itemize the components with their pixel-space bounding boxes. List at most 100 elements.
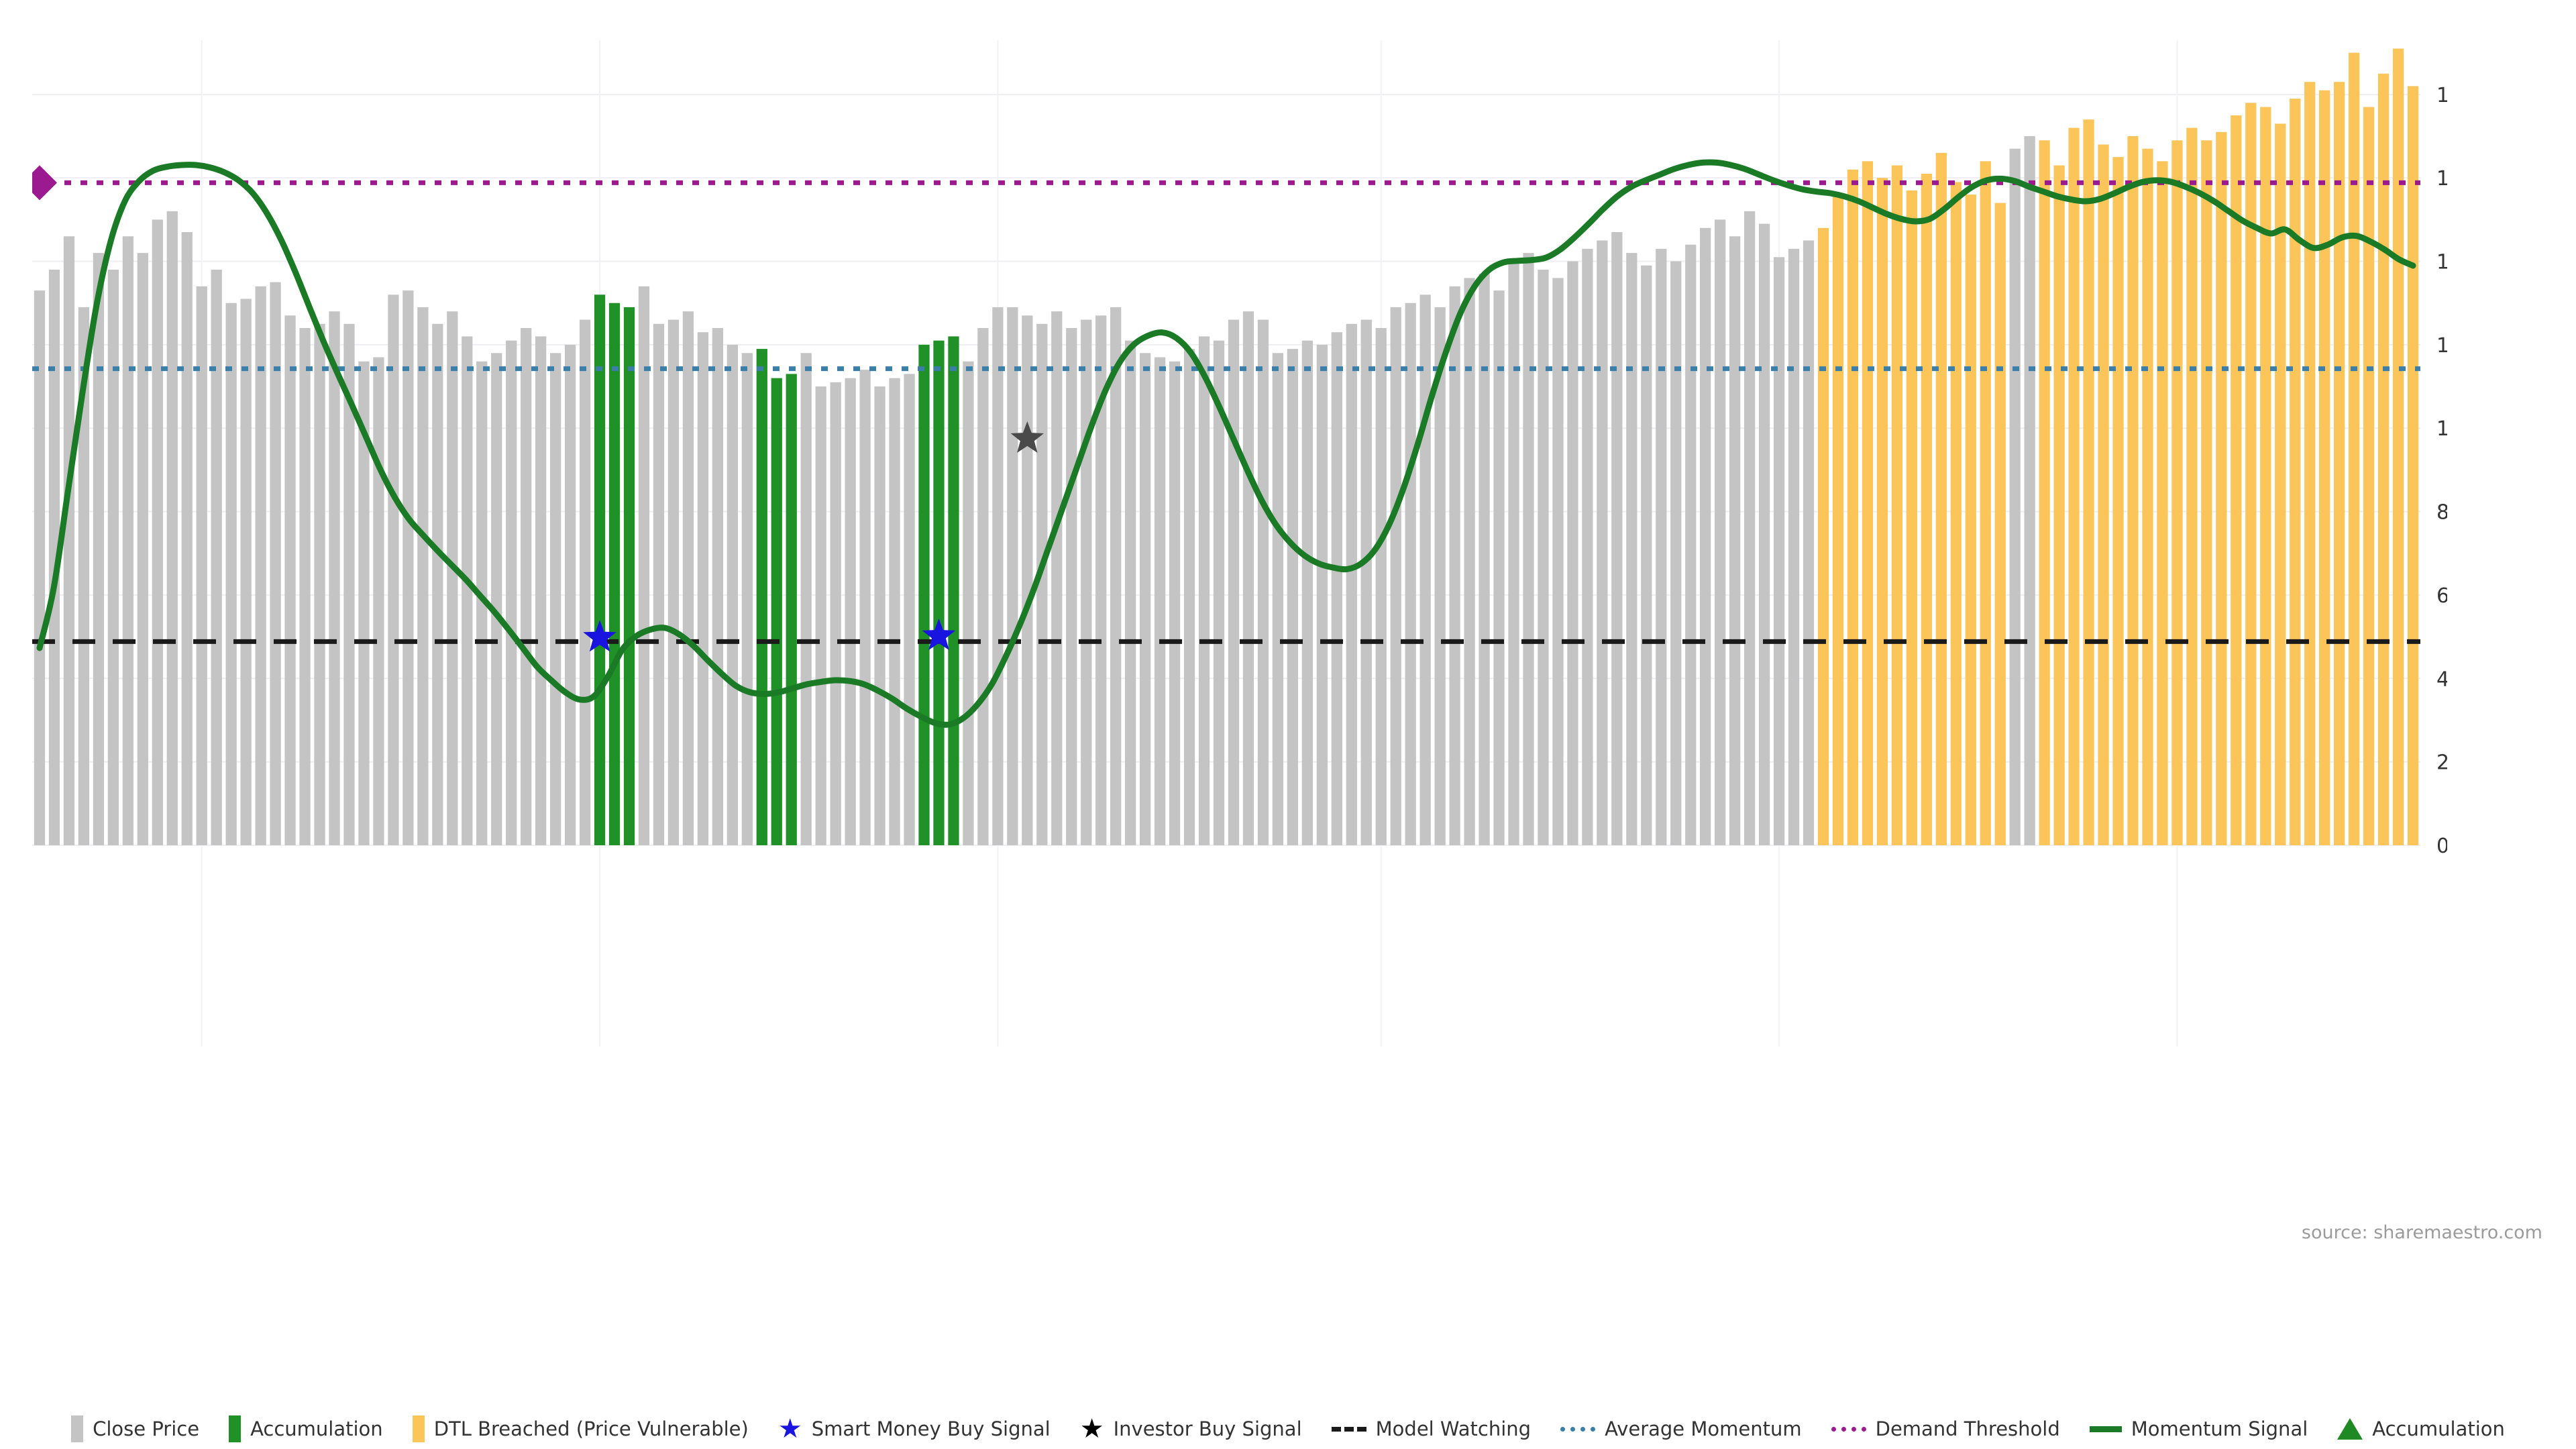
bar-close-price[interactable]	[491, 353, 502, 845]
bar-close-price[interactable]	[579, 319, 591, 845]
legend-item-close-price[interactable]: Close Price	[71, 1415, 199, 1442]
smart-money-buy-signal-star[interactable]	[922, 619, 956, 651]
bar-dtl-breached[interactable]	[2157, 161, 2168, 845]
bar-close-price[interactable]	[1125, 340, 1136, 845]
legend-item-accumulation[interactable]: Accumulation	[229, 1415, 383, 1442]
bar-dtl-breached[interactable]	[2098, 144, 2109, 845]
bar-dtl-breached[interactable]	[2392, 48, 2404, 846]
bar-dtl-breached[interactable]	[1891, 165, 1903, 845]
bar-dtl-breached[interactable]	[2127, 136, 2139, 846]
bar-close-price[interactable]	[1183, 349, 1195, 845]
bar-close-price[interactable]	[373, 357, 384, 845]
bar-dtl-breached[interactable]	[1921, 173, 1932, 845]
bar-close-price[interactable]	[1493, 290, 1505, 845]
bar-dtl-breached[interactable]	[1980, 161, 1991, 845]
bar-close-price[interactable]	[402, 290, 414, 845]
bar-dtl-breached[interactable]	[2201, 140, 2212, 846]
bar-dtl-breached[interactable]	[1906, 190, 1917, 845]
bar-close-price[interactable]	[48, 269, 60, 846]
bar-close-price[interactable]	[1743, 211, 1756, 845]
bar-close-price[interactable]	[1773, 257, 1785, 846]
bar-close-price[interactable]	[1375, 328, 1387, 846]
bar-close-price[interactable]	[1140, 353, 1151, 845]
bar-close-price[interactable]	[1479, 274, 1490, 845]
bar-close-price[interactable]	[535, 336, 547, 845]
bar-close-price[interactable]	[417, 307, 429, 845]
bar-close-price[interactable]	[521, 328, 532, 846]
bar-close-price[interactable]	[1095, 315, 1107, 846]
bar-close-price[interactable]	[343, 323, 355, 845]
bar-dtl-breached[interactable]	[2216, 131, 2227, 845]
bar-close-price[interactable]	[1169, 361, 1181, 845]
bar-close-price[interactable]	[564, 344, 576, 845]
bar-close-price[interactable]	[1449, 286, 1460, 846]
bar-close-price[interactable]	[299, 328, 311, 846]
bar-dtl-breached[interactable]	[2039, 140, 2050, 846]
bar-dtl-breached[interactable]	[2363, 107, 2375, 845]
bar-close-price[interactable]	[152, 219, 163, 845]
bar-close-price[interactable]	[329, 311, 340, 845]
bar-close-price[interactable]	[1641, 265, 1652, 845]
bar-close-price[interactable]	[1301, 340, 1313, 845]
bar-dtl-breached[interactable]	[2186, 127, 2198, 845]
bar-dtl-breached[interactable]	[1817, 227, 1829, 846]
bar-accumulation[interactable]	[623, 307, 635, 845]
legend-item-demand-threshold[interactable]: Demand Threshold	[1831, 1417, 2060, 1440]
bar-close-price[interactable]	[1523, 253, 1534, 845]
bar-close-price[interactable]	[34, 290, 46, 845]
bar-dtl-breached[interactable]	[1862, 161, 1874, 845]
bar-close-price[interactable]	[963, 361, 974, 845]
bar-close-price[interactable]	[107, 269, 119, 846]
bar-close-price[interactable]	[1626, 253, 1638, 845]
bar-dtl-breached[interactable]	[2348, 52, 2360, 846]
bar-close-price[interactable]	[284, 315, 296, 846]
bar-close-price[interactable]	[992, 307, 1004, 845]
bar-close-price[interactable]	[1022, 315, 1033, 846]
bar-accumulation[interactable]	[786, 374, 797, 845]
bar-close-price[interactable]	[1242, 311, 1254, 845]
bar-close-price[interactable]	[63, 236, 75, 845]
bar-close-price[interactable]	[2024, 136, 2035, 846]
bar-accumulation[interactable]	[918, 344, 930, 845]
bar-close-price[interactable]	[1198, 336, 1210, 845]
bar-close-price[interactable]	[1611, 232, 1623, 845]
bar-close-price[interactable]	[1567, 261, 1578, 845]
bar-close-price[interactable]	[314, 323, 325, 845]
bar-close-price[interactable]	[904, 374, 915, 845]
bar-close-price[interactable]	[697, 332, 709, 845]
bar-close-price[interactable]	[1066, 328, 1077, 846]
bar-close-price[interactable]	[166, 211, 178, 845]
bar-close-price[interactable]	[1700, 227, 1711, 846]
legend-item-smart-money-buy-signal[interactable]: ★ Smart Money Buy Signal	[778, 1415, 1051, 1442]
bar-dtl-breached[interactable]	[2407, 86, 2419, 845]
legend-item-investor-buy-signal[interactable]: ★ Investor Buy Signal	[1080, 1415, 1302, 1442]
bar-close-price[interactable]	[874, 386, 885, 845]
bar-close-price[interactable]	[1715, 219, 1726, 845]
bar-dtl-breached[interactable]	[2334, 82, 2345, 846]
bar-accumulation[interactable]	[933, 340, 945, 845]
bar-dtl-breached[interactable]	[2142, 148, 2153, 845]
bar-dtl-breached[interactable]	[2171, 140, 2183, 846]
bar-close-price[interactable]	[1110, 307, 1122, 845]
bar-close-price[interactable]	[845, 378, 856, 845]
bar-dtl-breached[interactable]	[1832, 195, 1844, 845]
bar-dtl-breached[interactable]	[1965, 195, 1976, 845]
bar-dtl-breached[interactable]	[2304, 82, 2316, 846]
bar-close-price[interactable]	[1007, 307, 1018, 845]
bar-accumulation[interactable]	[771, 378, 782, 845]
bar-dtl-breached[interactable]	[2083, 119, 2094, 845]
legend-item-model-watching[interactable]: Model Watching	[1331, 1417, 1531, 1440]
bar-close-price[interactable]	[1803, 240, 1815, 846]
bar-dtl-breached[interactable]	[1994, 203, 2006, 845]
bar-close-price[interactable]	[653, 323, 665, 845]
bar-close-price[interactable]	[1154, 357, 1166, 845]
bar-close-price[interactable]	[1552, 278, 1564, 845]
bar-close-price[interactable]	[667, 319, 680, 845]
bar-close-price[interactable]	[1464, 278, 1475, 845]
bar-close-price[interactable]	[388, 294, 399, 845]
bar-accumulation[interactable]	[608, 303, 621, 845]
bar-close-price[interactable]	[741, 353, 753, 845]
bar-close-price[interactable]	[358, 361, 370, 845]
bar-dtl-breached[interactable]	[2068, 127, 2080, 845]
bar-close-price[interactable]	[889, 378, 900, 845]
